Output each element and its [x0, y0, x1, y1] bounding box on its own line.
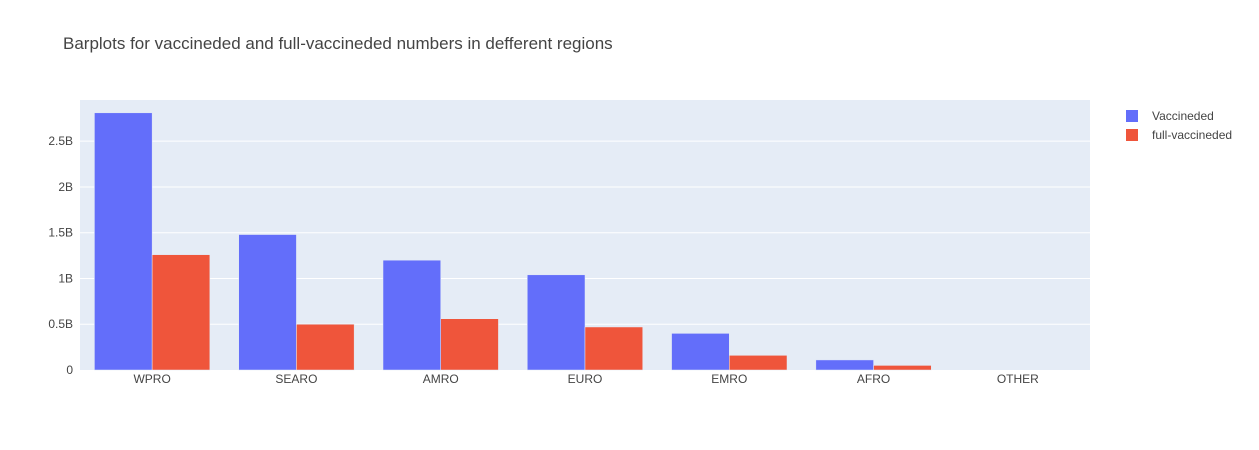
bar-vaccineded-wpro[interactable] — [94, 112, 153, 371]
y-tick-label: 0.5B — [48, 317, 73, 331]
y-tick-label: 0 — [66, 363, 73, 377]
y-tick-label: 1B — [58, 271, 73, 285]
y-axis-ticks: 0 0.5B 1B 1.5B 2B 2.5B — [48, 134, 73, 377]
chart-title: Barplots for vaccineded and full-vaccine… — [63, 34, 613, 53]
legend-label-vaccineded: Vaccineded — [1152, 108, 1214, 123]
bar-full-vaccineded-wpro[interactable] — [151, 254, 211, 371]
bar-vaccineded-amro[interactable] — [382, 259, 441, 371]
y-tick-label: 2B — [58, 180, 73, 194]
legend-item-vaccineded[interactable]: Vaccineded — [1126, 106, 1232, 125]
legend-swatch-full-vaccineded — [1126, 128, 1138, 141]
bar-full-vaccineded-euro[interactable] — [584, 326, 643, 371]
bar-full-vaccineded-searo[interactable] — [296, 323, 355, 371]
bar-vaccineded-emro[interactable] — [671, 333, 730, 371]
y-tick-label: 2.5B — [48, 134, 73, 148]
y-tick-label: 1.5B — [48, 226, 73, 240]
legend: Vaccineded full-vaccineded — [1126, 106, 1232, 144]
legend-item-full-vaccineded[interactable]: full-vaccineded — [1126, 125, 1232, 144]
x-tick-label: AFRO — [857, 372, 890, 386]
x-tick-label: EURO — [568, 372, 603, 386]
bar-full-vaccineded-emro[interactable] — [729, 355, 788, 371]
legend-label-full-vaccineded: full-vaccineded — [1152, 127, 1233, 142]
bar-full-vaccineded-amro[interactable] — [440, 318, 499, 371]
bar-vaccineded-euro[interactable] — [527, 274, 586, 371]
bars — [94, 112, 932, 371]
bar-vaccineded-afro[interactable] — [815, 359, 874, 371]
x-tick-label: WPRO — [133, 372, 170, 386]
bar-full-vaccineded-afro[interactable] — [873, 365, 932, 371]
x-tick-label: SEARO — [275, 372, 317, 386]
legend-swatch-vaccineded — [1126, 109, 1138, 122]
bar-vaccineded-searo[interactable] — [238, 234, 297, 371]
x-axis-ticks: WPRO SEARO AMRO EURO EMRO AFRO OTHER — [133, 372, 1039, 386]
x-tick-label: EMRO — [711, 372, 747, 386]
x-tick-label: OTHER — [997, 372, 1039, 386]
x-tick-label: AMRO — [423, 372, 459, 386]
